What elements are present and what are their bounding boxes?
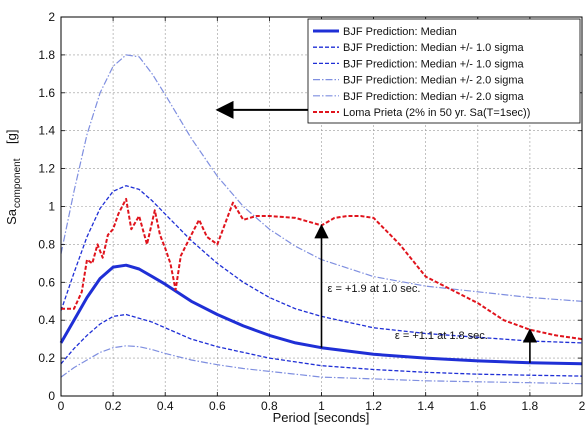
x-tick-label: 0.8	[261, 399, 278, 413]
x-tick-label: 1	[318, 399, 325, 413]
epsilon-label-1: ε = +1.9 at 1.0 sec.	[328, 283, 421, 295]
legend-label-3: BJF Prediction: Median +/- 1.0 sigma	[343, 58, 525, 70]
legend-label-1: BJF Prediction: Median	[343, 26, 457, 38]
y-tick-label: 2	[48, 10, 55, 24]
series-line-4	[60, 54, 583, 302]
series-line-6	[61, 197, 583, 341]
legend-label-6: Loma Prieta (2% in 50 yr. Sa(T=1sec))	[343, 107, 530, 119]
x-tick-label: 1.6	[469, 399, 486, 413]
y-axis-subscript: component	[12, 158, 23, 208]
y-tick-label: 0.4	[38, 313, 55, 327]
x-tick-label: 0	[58, 399, 65, 413]
legend-label-4: BJF Prediction: Median +/- 2.0 sigma	[343, 75, 525, 87]
series-line-5	[60, 345, 583, 385]
legend: BJF Prediction: Median BJF Prediction: Me…	[307, 18, 581, 124]
series-line-2	[60, 185, 583, 344]
legend-box	[307, 18, 581, 124]
y-axis-unit: [g]	[4, 130, 19, 144]
y-tick-label: 0	[48, 389, 55, 403]
y-tick-label: 1.6	[38, 86, 55, 100]
y-axis-title-group: Sa component [g]	[4, 130, 23, 225]
x-tick-label: 1.4	[417, 399, 434, 413]
legend-label-5: BJF Prediction: Median +/- 2.0 sigma	[343, 91, 525, 103]
x-tick-label: 0.2	[105, 399, 122, 413]
axis-ticks: 0 0.2 0.4 0.6 0.8 1 1.2 1.4 1.6 1.8 2 0 0.2 0.4 0.6 0.8…	[38, 10, 585, 413]
x-tick-label: 1.2	[365, 399, 382, 413]
y-tick-label: 0.2	[38, 351, 55, 365]
y-tick-label: 0.8	[38, 237, 55, 251]
y-tick-label: 1	[48, 200, 55, 214]
y-tick-label: 0.6	[38, 275, 55, 289]
x-tick-label: 1.8	[522, 399, 539, 413]
y-tick-label: 1.8	[38, 48, 55, 62]
x-tick-label: 0.6	[209, 399, 226, 413]
epsilon-label-2: ε = +1.1 at 1.8 sec.	[395, 330, 488, 342]
series-lines	[59, 54, 583, 385]
y-tick-label: 1.4	[38, 124, 55, 138]
series-line-1	[59, 263, 583, 366]
y-axis-title: Sa	[4, 208, 19, 225]
x-tick-label: 2	[579, 399, 586, 413]
y-tick-label: 1.2	[38, 162, 55, 176]
legend-label-2: BJF Prediction: Median +/- 1.0 sigma	[343, 42, 525, 54]
x-axis-title: Period [seconds]	[273, 410, 370, 425]
x-tick-label: 0.4	[157, 399, 174, 413]
